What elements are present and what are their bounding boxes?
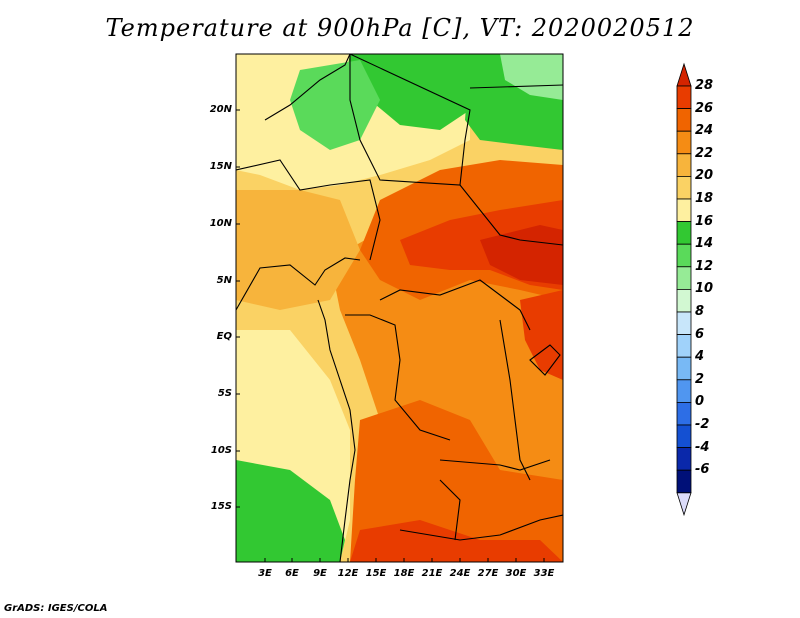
colorbar-box <box>676 108 692 132</box>
colorbar-box <box>676 266 692 290</box>
colorbar-box <box>676 379 692 403</box>
lat-label-eq: EQ <box>216 331 232 342</box>
colorbar-level-label: 14 <box>695 236 714 252</box>
colorbar-level-label: 24 <box>695 123 714 139</box>
colorbar-box <box>676 469 692 494</box>
lat-label-5n: 5N <box>216 275 232 286</box>
colorbar-level-label: 28 <box>695 78 714 93</box>
lat-label-20n: 20N <box>209 104 232 115</box>
grads-credit: GrADS: IGES/COLA <box>4 603 108 614</box>
colorbar-top-arrow <box>676 62 692 87</box>
colorbar-box <box>676 130 692 155</box>
colorbar-level-label: 8 <box>695 304 705 319</box>
colorbar-box <box>676 243 692 268</box>
colorbar-level-label: 22 <box>695 145 714 161</box>
lon-label-6e: 6E <box>285 568 299 579</box>
axis-ticks <box>236 109 545 562</box>
colorbar-level-label: 0 <box>695 394 705 410</box>
lon-label-30e: 30E <box>505 568 527 579</box>
lon-label-27e: 27E <box>477 568 499 579</box>
map-title: Temperature at 900hPa [C], VT: 202002051… <box>105 14 695 42</box>
colorbar-level-label: -6 <box>695 462 710 478</box>
colorbar-bottom-arrow <box>676 492 692 517</box>
colorbar-box <box>676 401 692 426</box>
colorbar-level-label: 10 <box>695 281 714 297</box>
lon-label-3e: 3E <box>258 568 272 579</box>
colorbar-level-label: 2 <box>695 371 705 387</box>
colorbar-box <box>676 356 692 381</box>
lat-label-10s: 10S <box>210 445 232 456</box>
lon-label-33e: 33E <box>533 568 555 579</box>
lat-label-5s: 5S <box>217 388 232 399</box>
field-darkorange-south <box>350 400 563 562</box>
lon-label-12e: 12E <box>337 568 359 579</box>
lat-label-15s: 15S <box>210 501 232 512</box>
colorbar-level-label: -4 <box>695 439 710 455</box>
colorbar-box <box>676 85 692 110</box>
colorbar-level-label: 26 <box>695 100 714 116</box>
colorbar-level-label: 20 <box>695 168 714 184</box>
colorbar-box <box>676 334 692 358</box>
lon-label-24e: 24E <box>449 568 471 579</box>
field-green-south-west <box>236 460 345 562</box>
colorbar-box <box>676 153 692 177</box>
field-green-north <box>345 54 470 130</box>
field-orange-west <box>236 190 360 310</box>
lat-label-10n: 10N <box>209 218 232 229</box>
colorbar-box <box>676 311 692 336</box>
lon-label-21e: 21E <box>421 568 443 579</box>
colorbar-level-label: 12 <box>695 258 714 274</box>
field-red-east <box>520 290 563 380</box>
colorbar-boxes <box>676 62 692 517</box>
colorbar-box <box>676 447 692 471</box>
colorbar-box <box>676 175 692 200</box>
colorbar-box <box>676 198 692 223</box>
field-green-north-west <box>290 60 380 150</box>
field-deepred <box>480 225 563 285</box>
field-lightgreen-ne <box>500 54 563 100</box>
colorbar-level-label: 18 <box>695 191 714 206</box>
colorbar-box <box>676 424 692 449</box>
colorbar-level-label: 4 <box>695 349 705 365</box>
colorbar-level-label: 6 <box>695 326 705 342</box>
map-frame <box>235 53 564 563</box>
boundaries <box>236 54 563 562</box>
lon-label-15e: 15E <box>365 568 387 579</box>
colorbar-box <box>676 221 692 245</box>
lat-label-15n: 15N <box>209 161 232 172</box>
temperature-field <box>236 54 563 562</box>
lon-label-9e: 9E <box>313 568 327 579</box>
colorbar-box <box>676 288 692 313</box>
colorbar-level-label: -2 <box>695 417 710 432</box>
lon-label-18e: 18E <box>393 568 415 579</box>
colorbar-level-label: 16 <box>695 213 714 229</box>
